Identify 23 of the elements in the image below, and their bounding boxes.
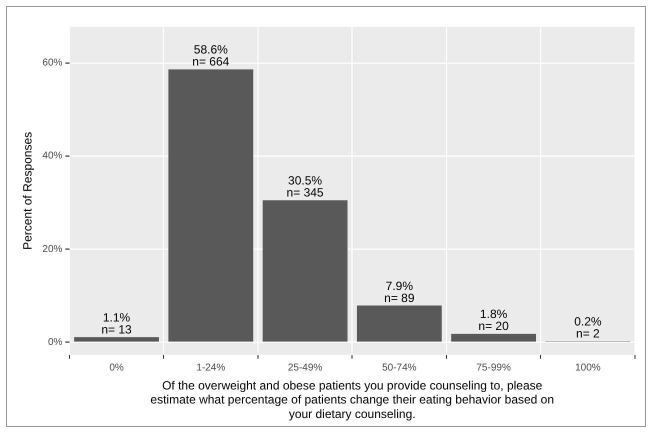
x-tick-label: 1-24% bbox=[196, 362, 226, 374]
y-tick-label: 0% bbox=[48, 336, 63, 348]
data-label: 0.2% n= 2 bbox=[574, 314, 602, 341]
data-label: 1.8% n= 20 bbox=[478, 307, 510, 334]
y-tick-label: 20% bbox=[42, 244, 63, 255]
bar bbox=[356, 305, 442, 342]
bar bbox=[74, 337, 159, 342]
bar bbox=[262, 200, 348, 342]
data-label: 7.9% n= 89 bbox=[384, 278, 415, 305]
bar bbox=[451, 334, 536, 342]
x-axis-title: Of the overweight and obese patients you provide counseling to, please estimate what percentage of patients change their eating behavior based on your dietary counseling. bbox=[150, 378, 554, 422]
y-axis-title: Percent of Responses bbox=[20, 132, 35, 250]
data-label: 58.6% n= 664 bbox=[192, 42, 230, 69]
y-tick-label: 40% bbox=[42, 150, 63, 162]
x-tick-label: 100% bbox=[575, 362, 601, 374]
x-tick-label: 0% bbox=[109, 362, 124, 374]
data-label: 30.5% n= 345 bbox=[286, 174, 324, 200]
bar bbox=[168, 69, 254, 342]
y-tick-label: 60% bbox=[42, 58, 63, 69]
x-tick-label: 50-74% bbox=[382, 362, 417, 374]
data-label: 1.1% n= 13 bbox=[101, 310, 132, 336]
x-tick-label: 75-99% bbox=[476, 362, 511, 374]
x-tick-label: 25-49% bbox=[288, 362, 322, 374]
